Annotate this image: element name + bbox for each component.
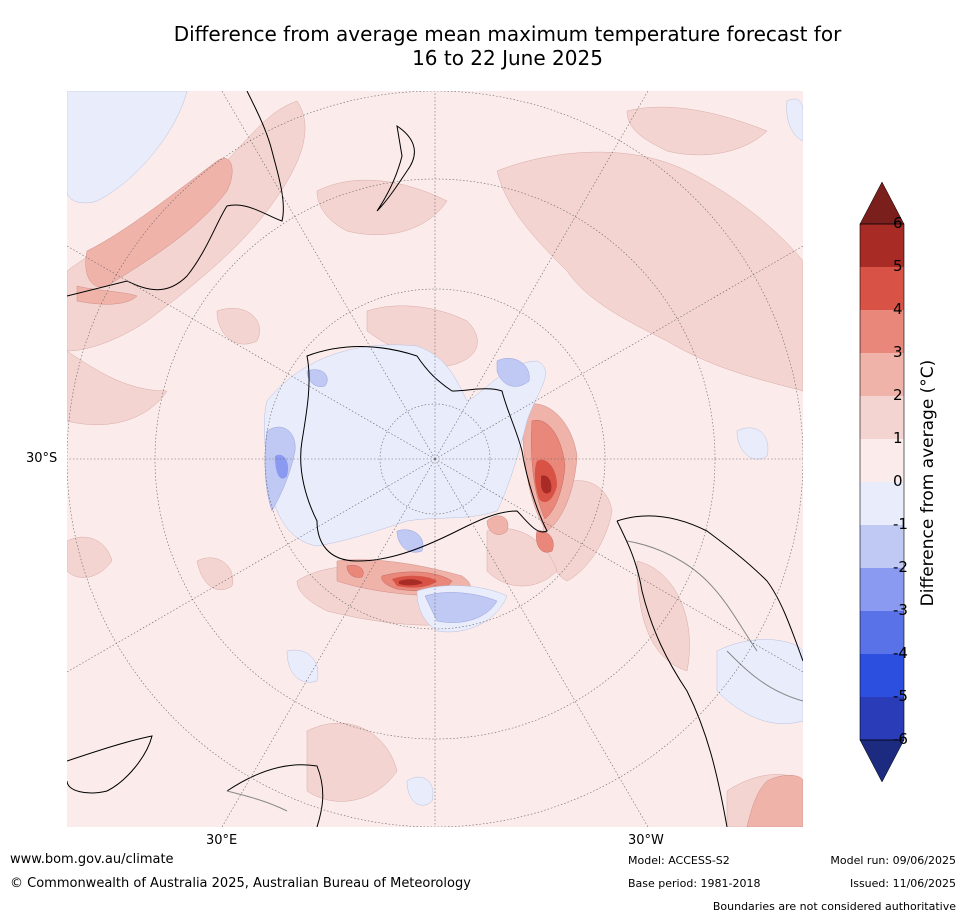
footer-issued: Issued: 11/06/2025: [849, 877, 956, 890]
footer-website[interactable]: www.bom.gov.au/climate: [10, 852, 174, 867]
colorbar-tick-label: 0: [893, 472, 903, 490]
map-title-line2: 16 to 22 June 2025: [412, 46, 603, 70]
colorbar-segment: [860, 353, 904, 397]
lat-label-30s: 30°S: [26, 451, 58, 466]
anomaly-band-minus2-minus3: [275, 454, 289, 479]
colorbar-tick-label: -5: [893, 687, 908, 705]
colorbar-segment: [860, 697, 904, 741]
colorbar-segment: [860, 439, 904, 483]
graticule-meridians: [67, 91, 803, 827]
colorbar: [859, 182, 905, 782]
colorbar-segment: [860, 224, 904, 268]
lon-label-30e: 30°E: [206, 833, 238, 848]
map-title: Difference from average mean maximum tem…: [0, 22, 965, 70]
colorbar-segment: [860, 611, 904, 655]
colorbar-tick-label: -3: [893, 601, 908, 619]
colorbar-tick-label: -2: [893, 558, 908, 576]
anomaly-band-0-minus1: [67, 91, 803, 806]
colorbar-segment: [860, 654, 904, 698]
colorbar-tick-label: 4: [893, 300, 903, 318]
colorbar-tick-label: -6: [893, 730, 908, 748]
temperature-anomaly-map: [67, 91, 803, 827]
footer-model-run: Model run: 09/06/2025: [830, 854, 956, 867]
colorbar-segment: [860, 267, 904, 311]
colorbar-tick-label: -4: [893, 644, 908, 662]
coastlines: [67, 91, 803, 827]
colorbar-segment: [860, 568, 904, 612]
colorbar-segment: [860, 525, 904, 569]
footer-base-period: Base period: 1981-2018: [628, 877, 761, 890]
colorbar-tick-label: 5: [893, 257, 903, 275]
colorbar-segment: [860, 310, 904, 354]
colorbar-segment: [860, 482, 904, 526]
colorbar-tick-label: -1: [893, 515, 908, 533]
colorbar-segments: [860, 224, 904, 741]
colorbar-tick-label: 3: [893, 343, 903, 361]
footer-copyright: © Commonwealth of Australia 2025, Austra…: [10, 876, 471, 891]
colorbar-tick-label: 6: [893, 214, 903, 232]
borders: [226, 540, 803, 812]
lon-label-30w: 30°W: [628, 833, 664, 848]
colorbar-label: Difference from average (°C): [918, 359, 938, 607]
footer-disclaimer: Boundaries are not considered authoritat…: [712, 900, 956, 913]
colorbar-frame: [859, 223, 905, 741]
colorbar-tick-label: 2: [893, 386, 903, 404]
map-title-line1: Difference from average mean maximum tem…: [173, 22, 842, 46]
colorbar-segment: [860, 396, 904, 440]
colorbar-tick-label: 1: [893, 429, 903, 447]
anomaly-band-5-6: [399, 475, 552, 586]
footer-model: Model: ACCESS-S2: [628, 854, 730, 867]
